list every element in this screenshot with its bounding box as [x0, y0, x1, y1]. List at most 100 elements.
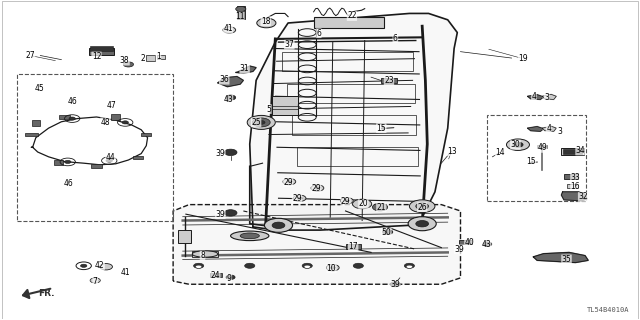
Circle shape: [69, 117, 76, 120]
Bar: [54, 160, 63, 165]
Circle shape: [404, 263, 415, 268]
Circle shape: [340, 197, 353, 204]
Text: 7: 7: [93, 277, 98, 286]
Text: 29: 29: [340, 197, 350, 206]
Circle shape: [293, 195, 306, 201]
Text: 4: 4: [546, 124, 551, 132]
Circle shape: [513, 142, 523, 147]
Bar: [157, 55, 165, 59]
Bar: [192, 251, 218, 257]
Text: 42: 42: [95, 261, 104, 270]
Bar: [210, 273, 221, 276]
Bar: [90, 46, 113, 51]
Circle shape: [81, 264, 87, 268]
Ellipse shape: [230, 231, 269, 241]
Circle shape: [353, 199, 372, 209]
Text: 29: 29: [292, 194, 302, 204]
Text: 45: 45: [34, 84, 44, 93]
Text: 15: 15: [376, 124, 386, 132]
Text: 39: 39: [390, 280, 400, 289]
Circle shape: [65, 160, 71, 164]
Text: 33: 33: [571, 173, 580, 182]
Bar: [32, 121, 40, 126]
Circle shape: [283, 179, 296, 185]
Bar: [297, 147, 419, 166]
Text: 31: 31: [240, 64, 250, 73]
Text: 43: 43: [223, 95, 233, 104]
Text: 29: 29: [311, 184, 321, 193]
Text: 12: 12: [92, 52, 101, 61]
Bar: [563, 148, 582, 154]
Polygon shape: [533, 252, 588, 263]
Text: 6: 6: [316, 29, 321, 38]
Bar: [537, 145, 547, 148]
Text: 44: 44: [106, 153, 115, 162]
Text: 39: 39: [216, 210, 225, 219]
Text: 4: 4: [531, 92, 536, 101]
Circle shape: [252, 118, 270, 127]
Circle shape: [311, 185, 324, 191]
Bar: [89, 48, 115, 55]
Circle shape: [106, 159, 113, 162]
Bar: [381, 78, 397, 83]
Circle shape: [304, 265, 310, 268]
Text: 3: 3: [544, 93, 549, 102]
Text: 8: 8: [200, 251, 205, 260]
Text: 34: 34: [575, 146, 586, 155]
Bar: [346, 244, 361, 249]
Ellipse shape: [192, 251, 218, 257]
Text: 24: 24: [211, 271, 220, 280]
Text: 18: 18: [261, 17, 271, 26]
Circle shape: [226, 275, 235, 279]
Polygon shape: [561, 192, 587, 201]
Bar: [292, 116, 417, 134]
Text: 29: 29: [284, 178, 293, 187]
Text: 14: 14: [495, 148, 505, 157]
Text: 16: 16: [571, 182, 580, 191]
Circle shape: [353, 263, 364, 268]
Text: 35: 35: [562, 255, 572, 264]
Bar: [25, 132, 38, 136]
Text: 6: 6: [393, 34, 398, 43]
Circle shape: [124, 62, 134, 67]
Text: 48: 48: [100, 118, 110, 127]
Text: 21: 21: [376, 203, 386, 212]
Text: 40: 40: [465, 238, 474, 247]
Circle shape: [383, 229, 393, 235]
Circle shape: [344, 199, 349, 202]
Bar: [17, 74, 173, 220]
Bar: [487, 116, 586, 201]
Circle shape: [100, 264, 113, 270]
Text: 3: 3: [557, 127, 562, 136]
Text: 25: 25: [252, 118, 261, 127]
Text: 41: 41: [121, 268, 131, 277]
Circle shape: [224, 210, 237, 216]
Circle shape: [506, 139, 529, 150]
Circle shape: [257, 18, 276, 28]
Circle shape: [225, 95, 236, 100]
Polygon shape: [542, 94, 556, 100]
Circle shape: [390, 282, 401, 287]
Circle shape: [247, 116, 275, 129]
Circle shape: [410, 200, 435, 212]
Circle shape: [372, 203, 388, 211]
Text: TL54B4010A: TL54B4010A: [588, 307, 630, 313]
Bar: [178, 230, 191, 243]
Text: 11: 11: [235, 12, 244, 21]
Bar: [566, 184, 578, 188]
Text: 17: 17: [348, 242, 358, 251]
Text: 43: 43: [481, 240, 491, 249]
Text: 20: 20: [358, 199, 368, 208]
Polygon shape: [218, 76, 243, 87]
Circle shape: [244, 263, 255, 268]
Circle shape: [330, 267, 335, 269]
Text: 46: 46: [67, 97, 77, 106]
Text: 38: 38: [120, 56, 129, 65]
Circle shape: [224, 149, 237, 156]
Text: 41: 41: [223, 24, 233, 33]
Bar: [111, 114, 120, 120]
Text: 27: 27: [25, 51, 35, 60]
Circle shape: [236, 6, 246, 12]
Circle shape: [90, 278, 100, 283]
Circle shape: [122, 121, 129, 124]
